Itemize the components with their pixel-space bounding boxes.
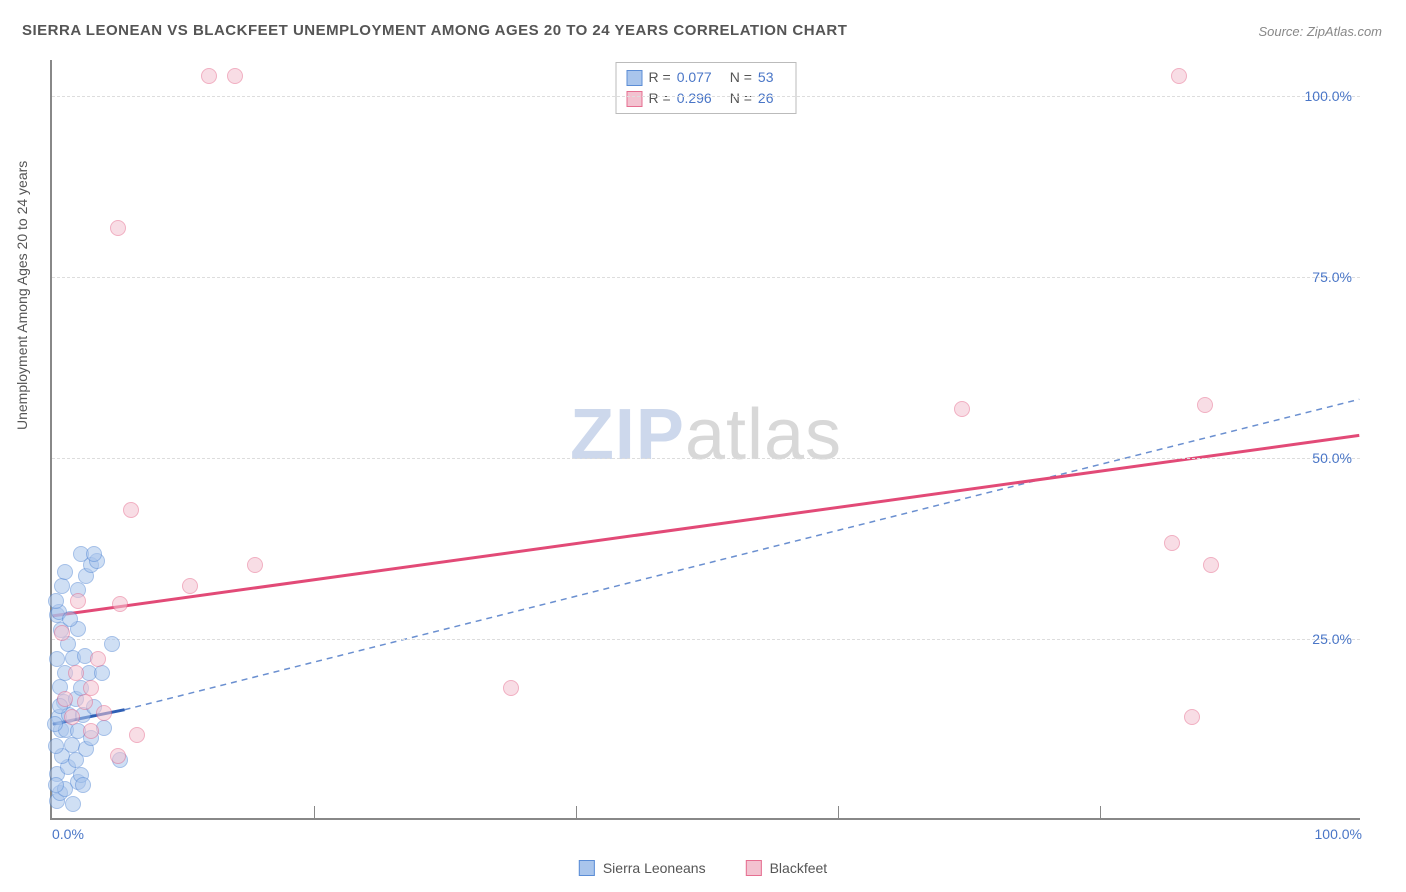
stat-n-value-0: 53 [758,67,774,88]
legend-label-0: Sierra Leoneans [603,860,706,876]
data-point [68,665,84,681]
legend-item-0: Sierra Leoneans [579,860,706,876]
data-point [68,752,84,768]
data-point [227,68,243,84]
data-point [1197,397,1213,413]
gridline-v [838,806,839,820]
watermark-part2: atlas [685,395,842,475]
stats-row-series-0: R = 0.077 N = 53 [627,67,786,88]
data-point [1164,535,1180,551]
data-point [77,694,93,710]
stat-r-label: R = [649,67,671,88]
gridline-h [52,96,1360,97]
series-legend: Sierra Leoneans Blackfeet [579,860,827,876]
x-tick-label: 100.0% [1315,826,1362,842]
watermark: ZIPatlas [570,394,842,476]
data-point [49,651,65,667]
data-point [57,691,73,707]
y-tick-label: 100.0% [1305,88,1352,104]
data-point [247,557,263,573]
data-point [1203,557,1219,573]
data-point [104,636,120,652]
plot-area: ZIPatlas R = 0.077 N = 53 R = 0.296 N = … [50,60,1360,820]
data-point [94,665,110,681]
data-point [48,738,64,754]
data-point [86,546,102,562]
stats-row-series-1: R = 0.296 N = 26 [627,88,786,109]
data-point [129,727,145,743]
data-point [1184,709,1200,725]
data-point [110,220,126,236]
stat-n-value-1: 26 [758,88,774,109]
data-point [75,777,91,793]
stat-r-value-1: 0.296 [677,88,712,109]
stats-legend: R = 0.077 N = 53 R = 0.296 N = 26 [616,62,797,114]
data-point [96,705,112,721]
legend-swatch-0 [579,860,595,876]
data-point [48,593,64,609]
data-point [83,723,99,739]
y-tick-label: 50.0% [1312,450,1352,466]
data-point [90,651,106,667]
gridline-h [52,639,1360,640]
source-attribution: Source: ZipAtlas.com [1258,24,1382,39]
data-point [110,748,126,764]
stat-n-label: N = [730,67,752,88]
chart-title: SIERRA LEONEAN VS BLACKFEET UNEMPLOYMENT… [22,22,847,39]
data-point [201,68,217,84]
gridline-h [52,458,1360,459]
data-point [65,796,81,812]
x-tick-label: 0.0% [52,826,84,842]
data-point [954,401,970,417]
trend-lines [52,60,1360,818]
y-axis-label: Unemployment Among Ages 20 to 24 years [14,161,30,430]
y-tick-label: 25.0% [1312,631,1352,647]
data-point [70,593,86,609]
gridline-h [52,277,1360,278]
data-point [123,502,139,518]
data-point [503,680,519,696]
gridline-v [576,806,577,820]
y-tick-label: 75.0% [1312,269,1352,285]
data-point [64,709,80,725]
data-point [54,625,70,641]
stat-r-label: R = [649,88,671,109]
swatch-series-0 [627,70,643,86]
stat-r-value-0: 0.077 [677,67,712,88]
data-point [62,611,78,627]
stat-n-label: N = [730,88,752,109]
data-point [182,578,198,594]
data-point [57,564,73,580]
chart-container: SIERRA LEONEAN VS BLACKFEET UNEMPLOYMENT… [0,0,1406,892]
legend-swatch-1 [746,860,762,876]
gridline-v [314,806,315,820]
data-point [112,596,128,612]
data-point [54,578,70,594]
data-point [1171,68,1187,84]
swatch-series-1 [627,91,643,107]
data-point [47,716,63,732]
watermark-part1: ZIP [570,395,685,475]
gridline-v [1100,806,1101,820]
legend-label-1: Blackfeet [770,860,828,876]
data-point [48,777,64,793]
legend-item-1: Blackfeet [746,860,828,876]
data-point [83,680,99,696]
